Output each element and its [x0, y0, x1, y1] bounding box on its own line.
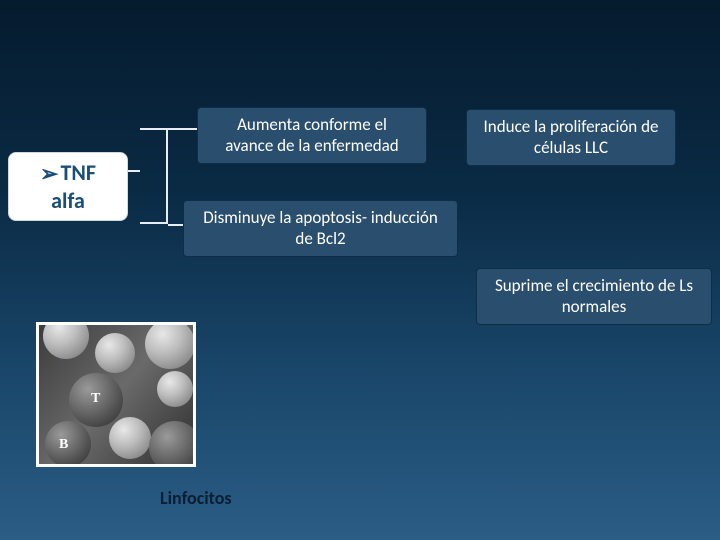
- lymphocyte-image: T B: [36, 322, 196, 467]
- effect-box-apoptosis: Disminuye la apoptosis- inducción de Bcl…: [183, 200, 458, 257]
- effect-box-proliferation: Induce la proliferación de células LLC: [466, 109, 676, 166]
- effect-progression-text: Aumenta conforme el avance de la enferme…: [225, 114, 398, 156]
- source-box-tnf: ➢TNF alfa: [8, 152, 128, 221]
- bracket-connector: [140, 128, 168, 224]
- cell-label-t: T: [91, 391, 100, 407]
- effect-apoptosis-text: Disminuye la apoptosis- inducción de Bcl…: [203, 207, 438, 249]
- effect-proliferation-text: Induce la proliferación de células LLC: [484, 116, 659, 158]
- image-caption: Linfocitos: [160, 487, 232, 509]
- bracket-mid-line: [128, 170, 140, 172]
- effect-suppress-text: Suprime el crecimiento de Ls normales: [495, 275, 693, 317]
- bullet-arrow-icon: ➢: [40, 160, 58, 188]
- effect-box-suppress: Suprime el crecimiento de Ls normales: [476, 268, 712, 325]
- effect-box-progression: Aumenta conforme el avance de la enferme…: [197, 107, 427, 164]
- bracket-top-line: [168, 128, 198, 130]
- cell-label-b: B: [59, 437, 68, 453]
- bracket-bottom-line: [168, 224, 184, 226]
